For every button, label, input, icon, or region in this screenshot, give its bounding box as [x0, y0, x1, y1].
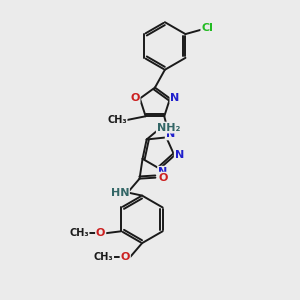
Text: Cl: Cl: [201, 23, 213, 33]
Text: NH₂: NH₂: [157, 123, 180, 133]
Text: CH₃: CH₃: [107, 115, 127, 125]
Text: N: N: [170, 92, 180, 103]
Text: N: N: [175, 151, 184, 160]
Text: O: O: [96, 228, 105, 238]
Text: O: O: [130, 92, 140, 103]
Text: N: N: [158, 167, 167, 177]
Text: N: N: [166, 129, 175, 140]
Text: O: O: [159, 173, 168, 183]
Text: CH₃: CH₃: [94, 252, 113, 262]
Text: HN: HN: [110, 188, 129, 197]
Text: O: O: [121, 252, 130, 262]
Text: CH₃: CH₃: [69, 228, 89, 238]
